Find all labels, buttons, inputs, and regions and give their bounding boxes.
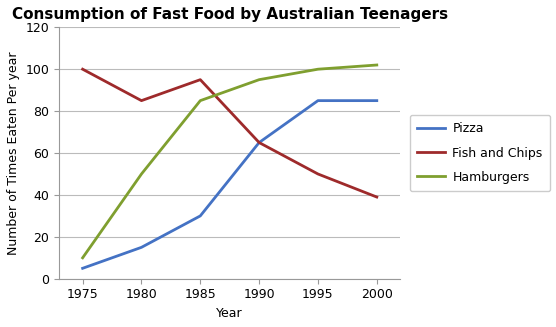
Pizza: [197, 214, 203, 218]
Line: Fish and Chips: Fish and Chips: [83, 69, 377, 197]
Hamburgers: [256, 78, 262, 82]
Fish and Chips: [256, 141, 262, 145]
Y-axis label: Number of Times Eaten Per year: Number of Times Eaten Per year: [7, 51, 20, 255]
X-axis label: Year: Year: [216, 307, 243, 320]
Line: Hamburgers: Hamburgers: [83, 65, 377, 258]
Pizza: [256, 141, 262, 145]
Hamburgers: [197, 99, 203, 103]
Fish and Chips: [374, 195, 380, 199]
Fish and Chips: [138, 99, 145, 103]
Legend: Pizza, Fish and Chips, Hamburgers: Pizza, Fish and Chips, Hamburgers: [410, 115, 550, 191]
Fish and Chips: [197, 78, 203, 82]
Fish and Chips: [315, 172, 321, 176]
Title: Consumption of Fast Food by Australian Teenagers: Consumption of Fast Food by Australian T…: [12, 7, 448, 22]
Fish and Chips: [80, 67, 86, 71]
Hamburgers: [80, 256, 86, 260]
Pizza: [374, 99, 380, 103]
Hamburgers: [315, 67, 321, 71]
Hamburgers: [138, 172, 145, 176]
Pizza: [138, 245, 145, 249]
Line: Pizza: Pizza: [83, 101, 377, 268]
Pizza: [315, 99, 321, 103]
Hamburgers: [374, 63, 380, 67]
Pizza: [80, 266, 86, 270]
